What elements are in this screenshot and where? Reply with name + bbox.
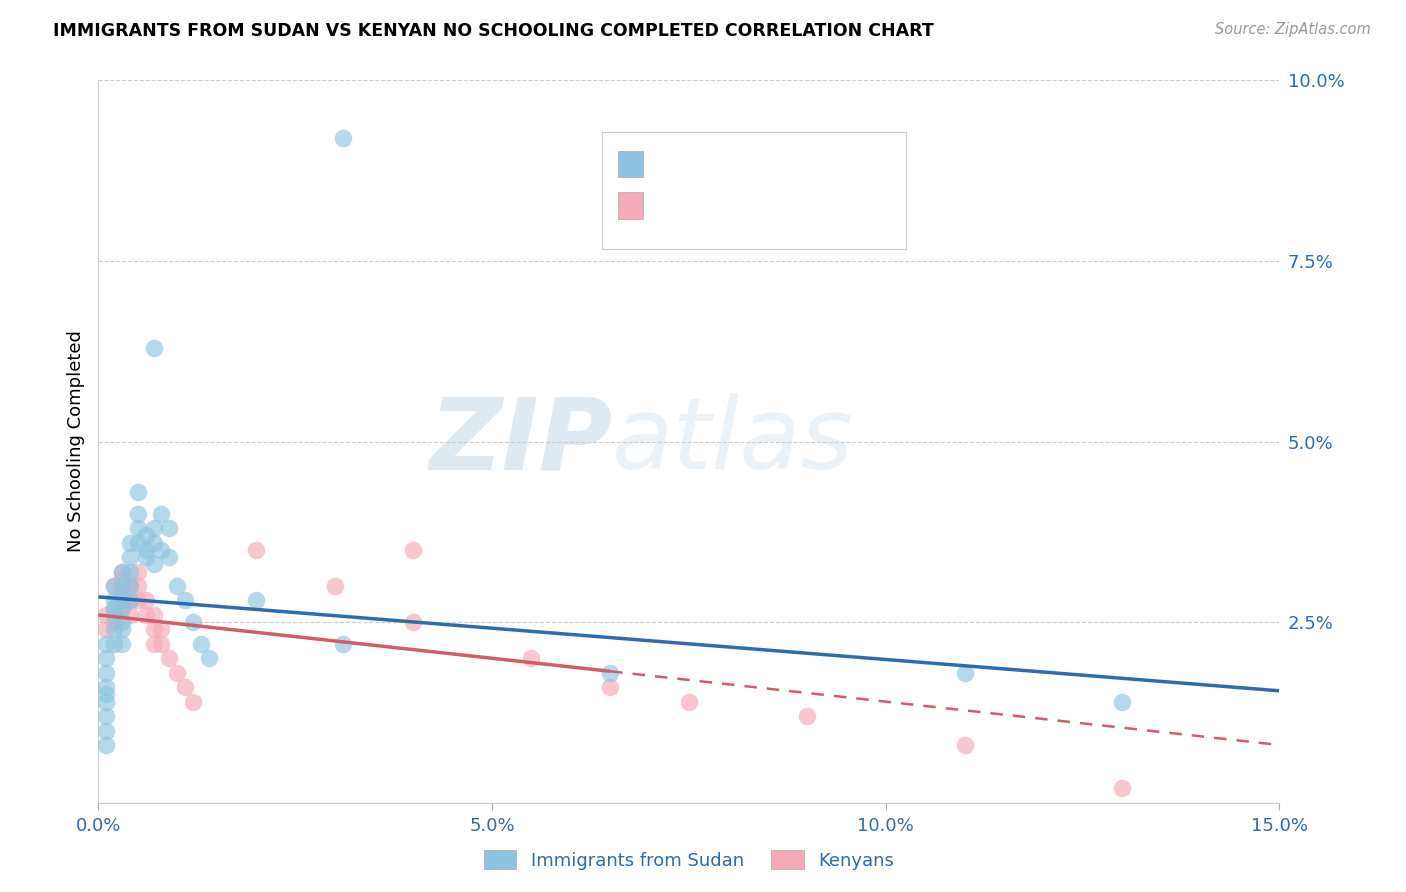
Kenyans bbox=[323, 579, 346, 593]
Kenyans bbox=[520, 651, 543, 665]
Immigrants from Sudan bbox=[111, 637, 134, 651]
Immigrants from Sudan bbox=[197, 651, 219, 665]
Immigrants from Sudan bbox=[245, 593, 267, 607]
Kenyans bbox=[953, 738, 976, 752]
Immigrants from Sudan bbox=[135, 528, 157, 542]
Kenyans bbox=[103, 579, 125, 593]
Text: ZIP: ZIP bbox=[429, 393, 612, 490]
Immigrants from Sudan bbox=[118, 593, 141, 607]
Immigrants from Sudan bbox=[135, 550, 157, 565]
Immigrants from Sudan bbox=[135, 542, 157, 557]
Text: R= -0.146   N = 51: R= -0.146 N = 51 bbox=[648, 155, 806, 173]
Kenyans bbox=[174, 680, 197, 694]
Immigrants from Sudan bbox=[150, 507, 173, 521]
Kenyans bbox=[135, 593, 157, 607]
Kenyans bbox=[96, 607, 118, 622]
Immigrants from Sudan bbox=[111, 579, 134, 593]
Immigrants from Sudan bbox=[96, 651, 118, 665]
Text: IMMIGRANTS FROM SUDAN VS KENYAN NO SCHOOLING COMPLETED CORRELATION CHART: IMMIGRANTS FROM SUDAN VS KENYAN NO SCHOO… bbox=[53, 22, 934, 40]
Kenyans bbox=[599, 680, 621, 694]
Kenyans bbox=[157, 651, 180, 665]
Kenyans bbox=[1111, 781, 1133, 796]
Immigrants from Sudan bbox=[142, 558, 165, 572]
Immigrants from Sudan bbox=[96, 695, 118, 709]
Immigrants from Sudan bbox=[142, 521, 165, 535]
Immigrants from Sudan bbox=[157, 550, 180, 565]
Immigrants from Sudan bbox=[103, 600, 125, 615]
Kenyans bbox=[150, 637, 173, 651]
Immigrants from Sudan bbox=[1111, 695, 1133, 709]
Immigrants from Sudan bbox=[953, 665, 976, 680]
Immigrants from Sudan bbox=[96, 738, 118, 752]
Kenyans bbox=[111, 586, 134, 600]
Kenyans bbox=[127, 579, 149, 593]
Kenyans bbox=[166, 665, 188, 680]
Immigrants from Sudan bbox=[127, 485, 149, 500]
Immigrants from Sudan bbox=[96, 723, 118, 738]
Kenyans bbox=[127, 565, 149, 579]
Immigrants from Sudan bbox=[142, 535, 165, 549]
Kenyans bbox=[103, 600, 125, 615]
Immigrants from Sudan bbox=[166, 579, 188, 593]
Immigrants from Sudan bbox=[127, 535, 149, 549]
Immigrants from Sudan bbox=[127, 521, 149, 535]
Immigrants from Sudan bbox=[96, 637, 118, 651]
Immigrants from Sudan bbox=[190, 637, 212, 651]
Kenyans bbox=[111, 565, 134, 579]
Immigrants from Sudan bbox=[111, 565, 134, 579]
Kenyans bbox=[118, 579, 141, 593]
Kenyans bbox=[142, 607, 165, 622]
Legend: Immigrants from Sudan, Kenyans: Immigrants from Sudan, Kenyans bbox=[477, 843, 901, 877]
Immigrants from Sudan bbox=[174, 593, 197, 607]
Kenyans bbox=[245, 542, 267, 557]
Immigrants from Sudan bbox=[599, 665, 621, 680]
Kenyans bbox=[135, 607, 157, 622]
Immigrants from Sudan bbox=[150, 542, 173, 557]
Immigrants from Sudan bbox=[103, 593, 125, 607]
Y-axis label: No Schooling Completed: No Schooling Completed bbox=[66, 331, 84, 552]
Immigrants from Sudan bbox=[103, 607, 125, 622]
Immigrants from Sudan bbox=[332, 637, 354, 651]
Kenyans bbox=[118, 593, 141, 607]
Immigrants from Sudan bbox=[118, 535, 141, 549]
Kenyans bbox=[103, 615, 125, 630]
Kenyans bbox=[402, 615, 425, 630]
Kenyans bbox=[181, 695, 204, 709]
Kenyans bbox=[111, 600, 134, 615]
Kenyans bbox=[111, 572, 134, 586]
Immigrants from Sudan bbox=[111, 615, 134, 630]
Kenyans bbox=[402, 542, 425, 557]
Kenyans bbox=[127, 593, 149, 607]
Immigrants from Sudan bbox=[142, 341, 165, 355]
Text: Source: ZipAtlas.com: Source: ZipAtlas.com bbox=[1215, 22, 1371, 37]
Kenyans bbox=[96, 623, 118, 637]
Immigrants from Sudan bbox=[111, 623, 134, 637]
Kenyans bbox=[142, 637, 165, 651]
Immigrants from Sudan bbox=[127, 507, 149, 521]
Immigrants from Sudan bbox=[118, 565, 141, 579]
Text: R= -0.364   N = 35: R= -0.364 N = 35 bbox=[648, 197, 806, 215]
Immigrants from Sudan bbox=[332, 131, 354, 145]
Kenyans bbox=[796, 709, 818, 723]
Immigrants from Sudan bbox=[157, 521, 180, 535]
Immigrants from Sudan bbox=[111, 600, 134, 615]
Kenyans bbox=[150, 623, 173, 637]
Immigrants from Sudan bbox=[96, 709, 118, 723]
Immigrants from Sudan bbox=[96, 680, 118, 694]
Immigrants from Sudan bbox=[103, 579, 125, 593]
Immigrants from Sudan bbox=[181, 615, 204, 630]
Kenyans bbox=[142, 623, 165, 637]
Immigrants from Sudan bbox=[111, 593, 134, 607]
Immigrants from Sudan bbox=[103, 637, 125, 651]
Immigrants from Sudan bbox=[118, 550, 141, 565]
Text: atlas: atlas bbox=[612, 393, 853, 490]
Immigrants from Sudan bbox=[96, 665, 118, 680]
Kenyans bbox=[678, 695, 700, 709]
Kenyans bbox=[118, 607, 141, 622]
Immigrants from Sudan bbox=[103, 623, 125, 637]
Immigrants from Sudan bbox=[96, 687, 118, 701]
Immigrants from Sudan bbox=[118, 579, 141, 593]
